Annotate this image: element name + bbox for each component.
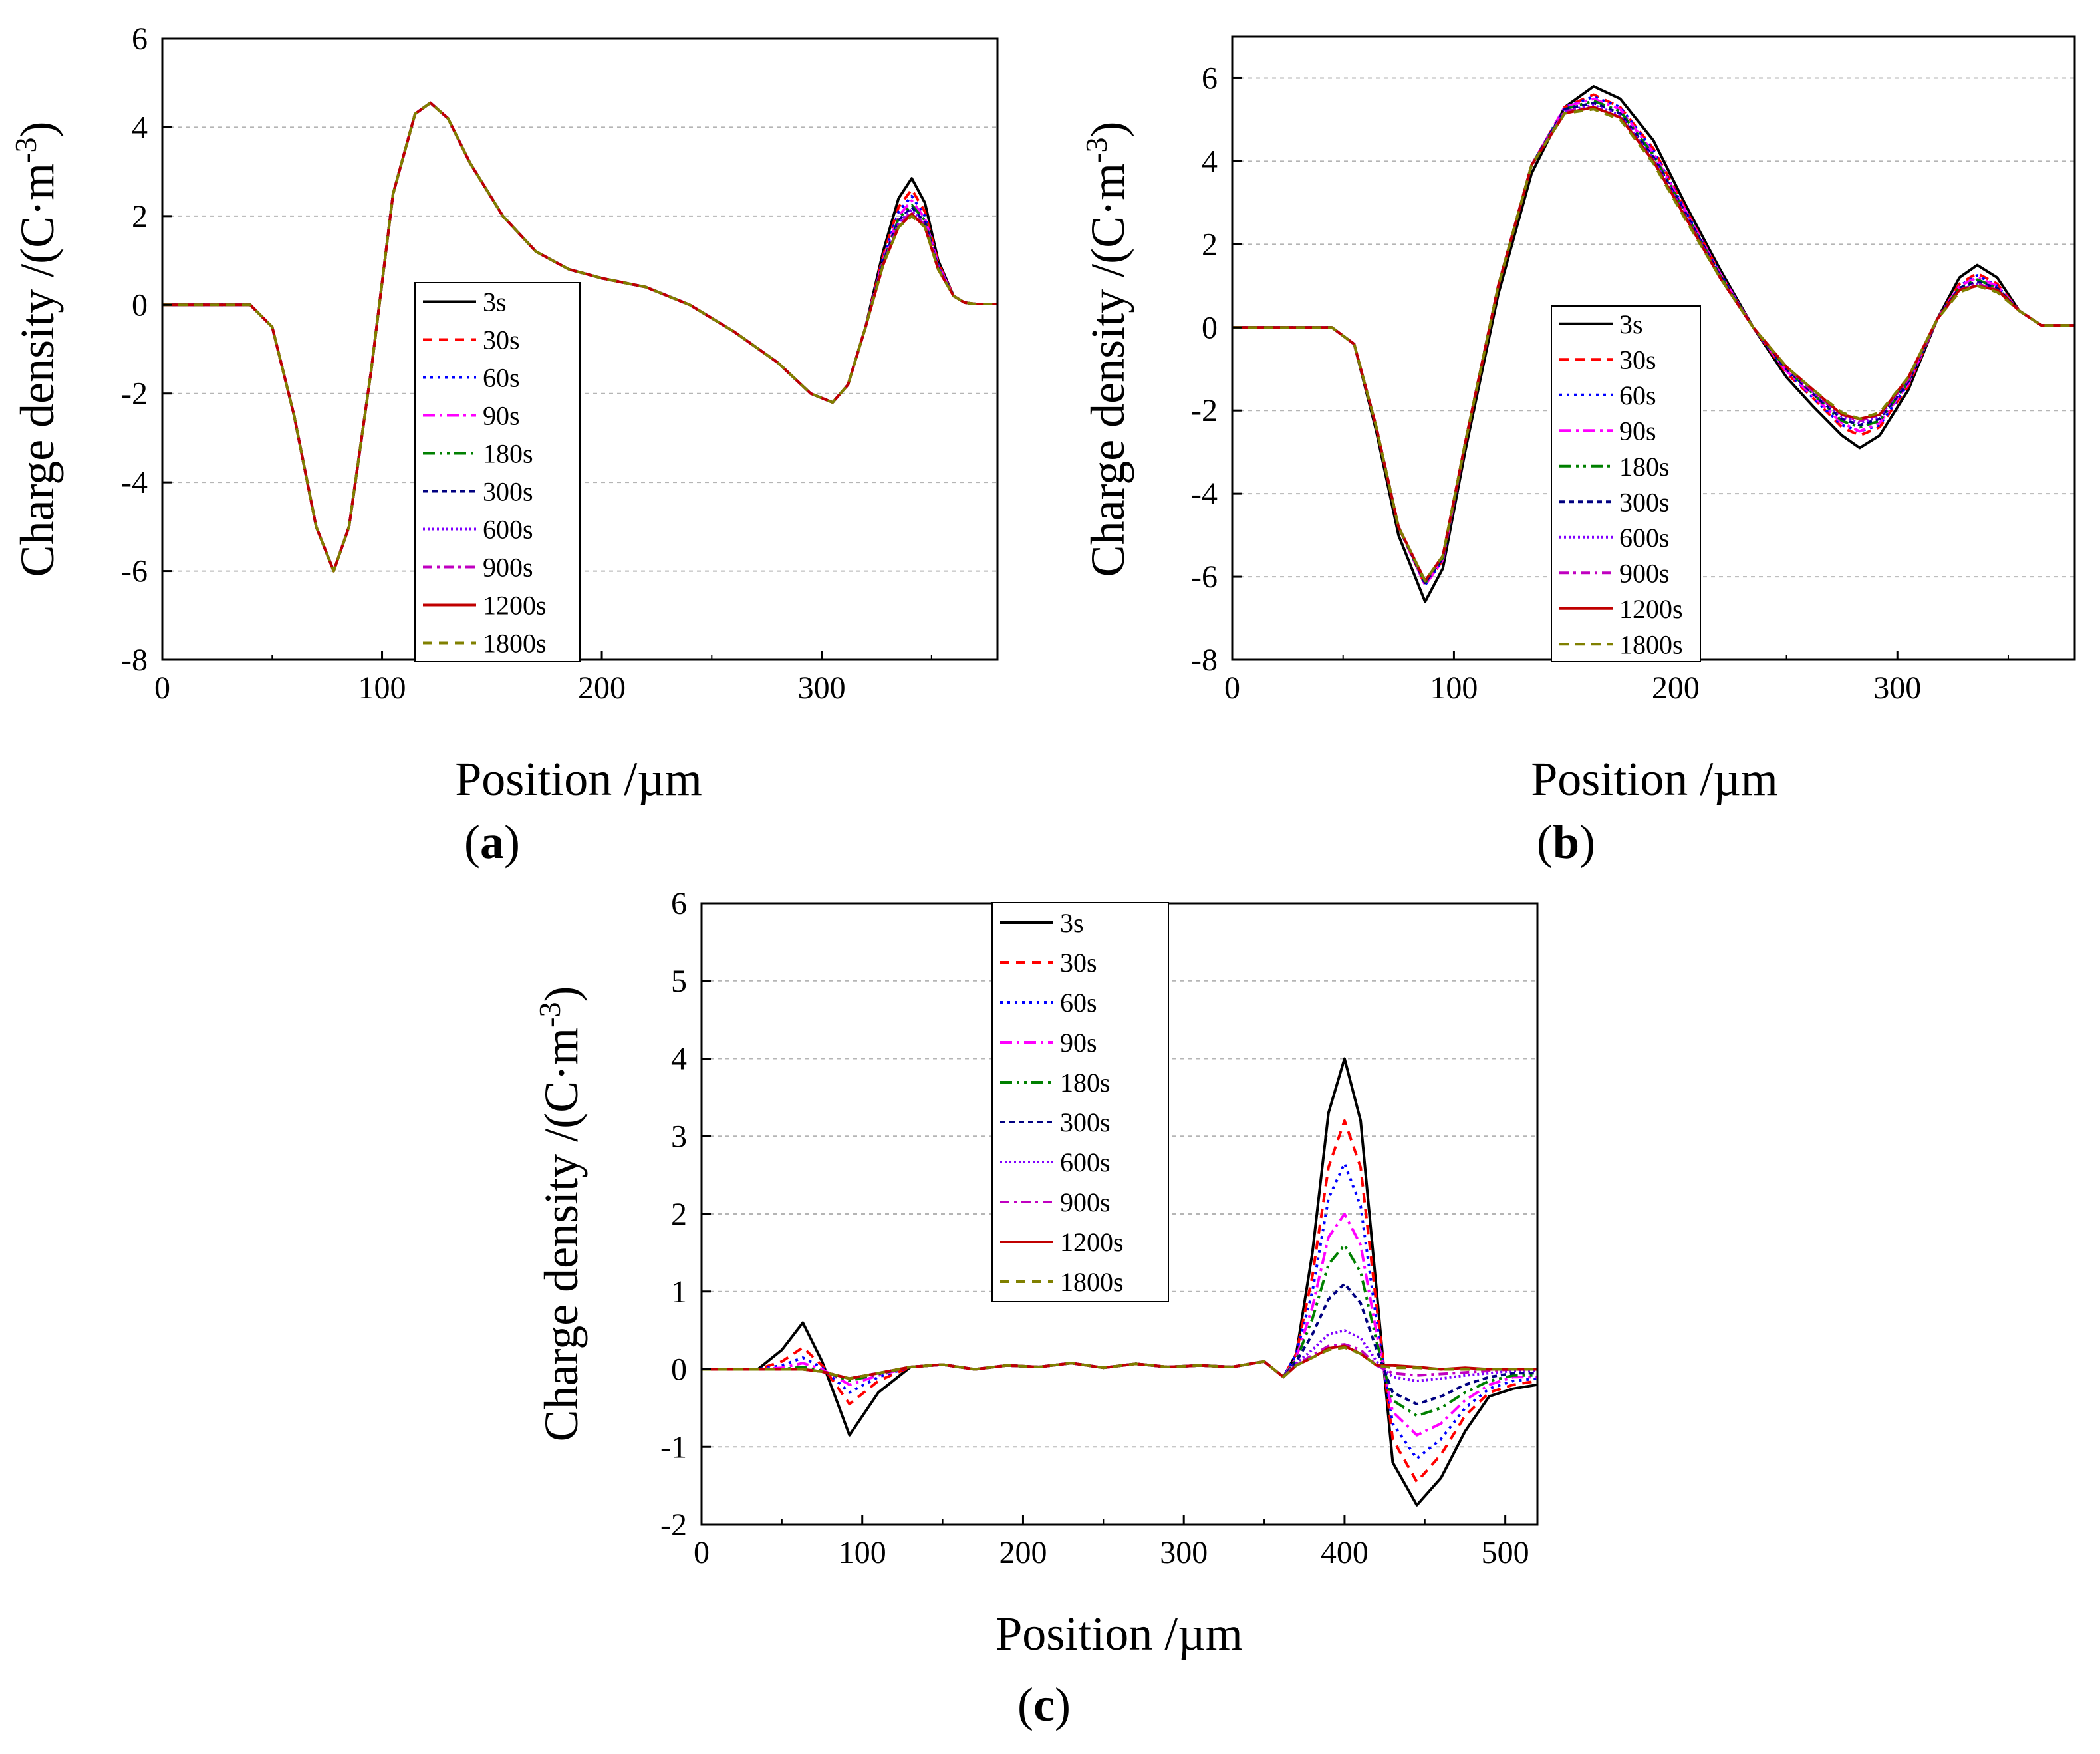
y-tick-label: -2: [660, 1507, 687, 1542]
legend: 3s 30s 60s 90s 180s 300s 600s 900s 1200s 1800s: [414, 282, 581, 662]
legend-label-600s: 600s: [483, 515, 533, 545]
y-tick-label: 6: [1202, 61, 1218, 96]
legend-label-1800s: 1800s: [483, 629, 547, 658]
legend-box: [414, 282, 581, 662]
y-tick-label: -2: [121, 376, 148, 412]
x-tick-label: 100: [1430, 670, 1478, 706]
y-tick-label: 2: [671, 1197, 687, 1232]
x-tick-label: 0: [694, 1535, 710, 1570]
x-tick-label: 100: [839, 1535, 886, 1570]
y-tick-label: -8: [1191, 643, 1218, 678]
legend-label-30s: 30s: [1060, 948, 1097, 978]
legend-label-600s: 600s: [1060, 1147, 1111, 1177]
legend-label-900s: 900s: [1060, 1187, 1111, 1217]
legend-label-180s: 180s: [483, 439, 533, 469]
legend-label-180s: 180s: [1060, 1068, 1111, 1097]
y-tick-label: -4: [121, 465, 148, 500]
y-tick-label: -1: [660, 1429, 687, 1465]
legend-label-1800s: 1800s: [1060, 1267, 1124, 1297]
legend-label-90s: 90s: [1619, 416, 1656, 446]
legend-label-180s: 180s: [1619, 452, 1670, 482]
y-tick-label: 4: [1202, 144, 1218, 179]
chart-panel-c: 0 100 200 300 400 500 -2 -1 0 1 2 3 4 5 6 Position /µm C…: [533, 886, 1539, 1731]
panel-label-b: (b): [1537, 815, 1595, 869]
y-tick-label: 6: [671, 886, 687, 921]
y-tick-label: 5: [671, 964, 687, 999]
series-line-1800s: [162, 101, 997, 573]
legend-label-1200s: 1200s: [1619, 594, 1683, 624]
y-tick-label: -6: [121, 554, 148, 589]
y-tick-label: 1: [671, 1274, 687, 1310]
legend-label-3s: 3s: [1619, 309, 1643, 339]
chart-panel-a: 0 100 200 300 -8 -6 -4 -2 0 2 4 6 Position /µm Charge…: [9, 21, 999, 869]
legend-label-90s: 90s: [1060, 1028, 1097, 1058]
legend-label-1800s: 1800s: [1619, 629, 1683, 659]
x-axis-title: Position /µm: [1531, 752, 1778, 805]
legend-box: [991, 902, 1169, 1302]
legend-label-90s: 90s: [483, 401, 520, 431]
series-line-1800s: [702, 1346, 1537, 1380]
y-tick-label: -8: [121, 643, 148, 678]
y-tick-label: -2: [1191, 393, 1218, 428]
legend-label-60s: 60s: [1060, 988, 1097, 1018]
y-tick-label: 2: [1202, 227, 1218, 262]
y-axis-title: Charge density /(C·m-3): [1079, 122, 1134, 577]
panel-label-a: (a): [464, 815, 520, 869]
y-axis-title: Charge density /(C·m-3): [533, 986, 588, 1442]
legend-label-3s: 3s: [1060, 908, 1084, 938]
y-tick-label: 0: [1202, 310, 1218, 345]
y-tick-label: 6: [132, 21, 148, 57]
legend-label-30s: 30s: [1619, 345, 1656, 374]
series-line-1200s: [1232, 106, 2075, 583]
y-tick-label: -4: [1191, 476, 1218, 512]
x-tick-label: 400: [1321, 1535, 1369, 1570]
panel-label-c: (c): [1017, 1678, 1071, 1731]
x-tick-label: 200: [999, 1535, 1047, 1570]
legend-label-300s: 300s: [1619, 487, 1670, 517]
legend-label-300s: 300s: [1060, 1107, 1111, 1137]
y-tick-label: -6: [1191, 559, 1218, 595]
x-tick-label: 200: [1652, 670, 1700, 706]
legend-label-3s: 3s: [483, 287, 507, 317]
legend-label-300s: 300s: [483, 477, 533, 507]
legend-label-60s: 60s: [1619, 380, 1656, 410]
x-tick-label: 500: [1482, 1535, 1529, 1570]
series-line-3s: [1232, 85, 2075, 603]
chart-panel-b: 0 100 200 300 -8 -6 -4 -2 0 2 4 6 Position /µm Charge…: [1079, 35, 2076, 869]
y-tick-label: 0: [132, 287, 148, 323]
legend-label-1200s: 1200s: [1060, 1227, 1124, 1257]
x-tick-label: 0: [154, 670, 170, 706]
legend-label-600s: 600s: [1619, 523, 1670, 553]
x-tick-label: 300: [1873, 670, 1921, 706]
x-tick-label: 200: [578, 670, 626, 706]
y-tick-label: 2: [132, 199, 148, 234]
legend-label-900s: 900s: [1619, 558, 1670, 588]
legend-label-30s: 30s: [483, 325, 520, 355]
x-tick-label: 100: [358, 670, 406, 706]
legend-label-900s: 900s: [483, 553, 533, 583]
x-tick-label: 300: [1160, 1535, 1208, 1570]
series-line-1800s: [1232, 108, 2075, 583]
legend: 3s 30s 60s 90s 180s 300s 600s 900s 1200s 1800s: [1551, 305, 1701, 662]
x-tick-label: 0: [1224, 670, 1240, 706]
legend: 3s 30s 60s 90s 180s 300s 600s 900s 1200s 1800s: [991, 902, 1169, 1302]
legend-label-60s: 60s: [483, 363, 520, 393]
y-tick-label: 0: [671, 1352, 687, 1388]
y-axis-title: Charge density /(C·m-3): [9, 122, 64, 577]
x-axis-title: Position /µm: [995, 1607, 1243, 1660]
legend-box: [1551, 305, 1701, 662]
y-tick-label: 4: [671, 1042, 687, 1077]
y-tick-label: 4: [132, 110, 148, 145]
y-tick-label: 3: [671, 1119, 687, 1154]
x-tick-label: 300: [798, 670, 846, 706]
x-axis-title: Position /µm: [455, 752, 702, 805]
legend-label-1200s: 1200s: [483, 591, 547, 621]
